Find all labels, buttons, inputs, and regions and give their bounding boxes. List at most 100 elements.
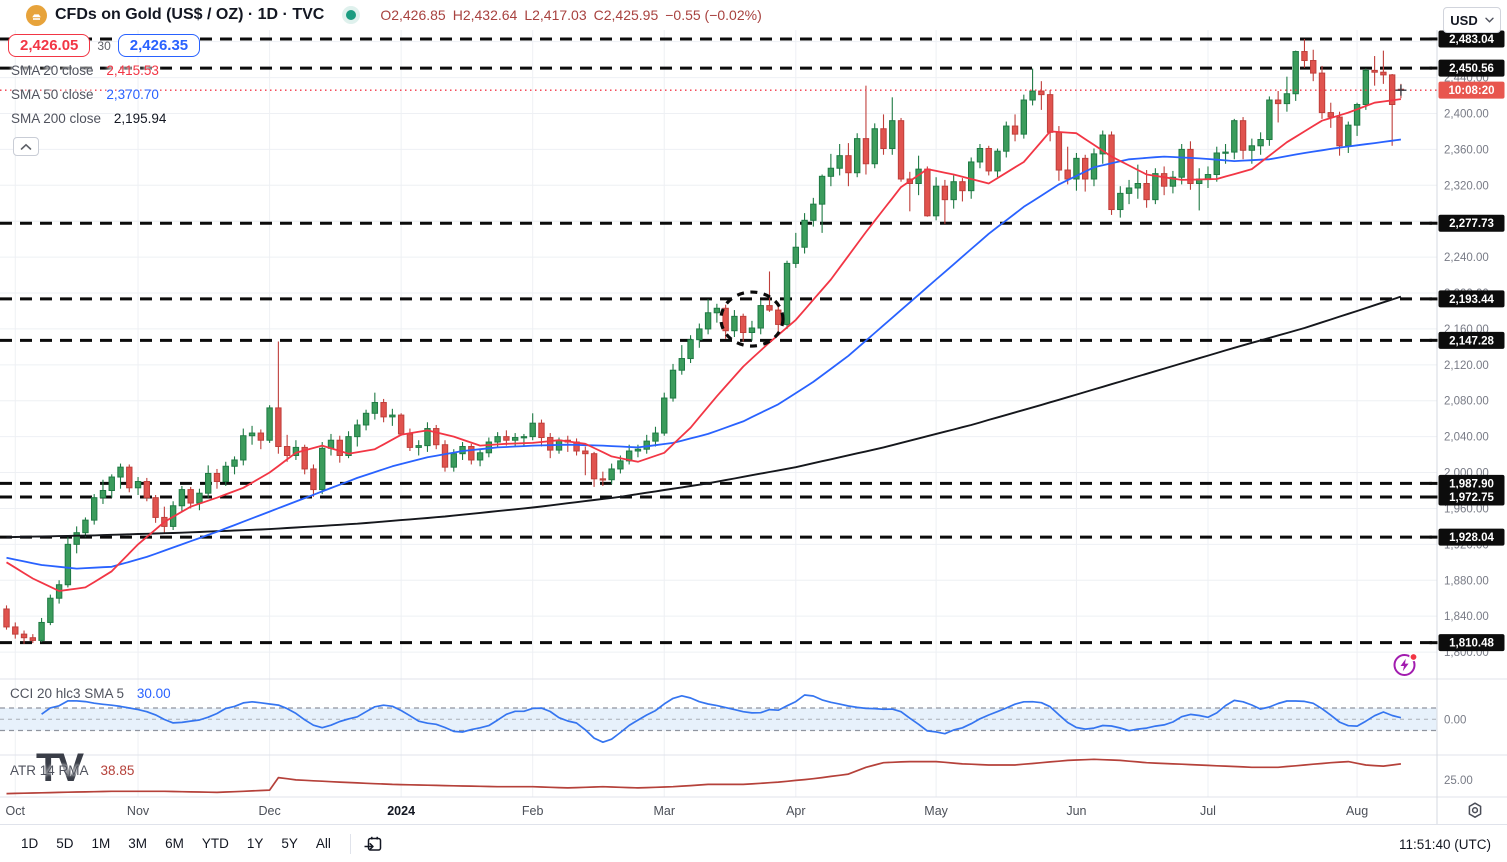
sell-button[interactable]: 2,426.05 [8, 34, 91, 57]
collapse-legend-button[interactable] [13, 137, 39, 156]
candle-body [73, 532, 80, 545]
sma20-row[interactable]: SMA 20 close 2,415.53 [8, 63, 200, 81]
candle-body [1353, 104, 1361, 126]
level-price-chip [1438, 488, 1505, 506]
currency-dropdown[interactable]: USD [1443, 7, 1501, 33]
level-lines[interactable] [0, 37, 1437, 645]
sma50-row[interactable]: SMA 50 close 2,370.70 [8, 87, 200, 105]
candle-body [257, 432, 265, 441]
quote-part: H2,432.64 [452, 7, 518, 23]
range-button-3m[interactable]: 3M [119, 831, 156, 856]
candle-body [1292, 51, 1299, 95]
candle-body [345, 436, 352, 456]
candle-body [1003, 125, 1010, 152]
utc-clock[interactable]: 11:51:40 (UTC) [1398, 836, 1491, 852]
level-price-chip-label: 1,928.04 [1449, 532, 1494, 544]
candle-body [152, 497, 159, 518]
candle-body [82, 519, 89, 534]
lightning-icon [1393, 652, 1418, 676]
candle-body [196, 492, 203, 504]
time-axis-label-Aug: Aug [1346, 804, 1368, 818]
range-button-1d[interactable]: 1D [12, 831, 47, 856]
candle-body [187, 489, 194, 504]
atr-indicator-row[interactable]: ATR 14 RMA 38.85 [10, 763, 134, 778]
candle-body [739, 315, 747, 334]
time-axis-label-Dec: Dec [258, 804, 280, 818]
pane-separators [0, 30, 1507, 824]
candle-body [862, 138, 870, 165]
go-to-date-button[interactable] [361, 833, 385, 855]
candle-body [1134, 182, 1142, 189]
range-button-5d[interactable]: 5D [47, 831, 82, 856]
time-axis[interactable]: Oct Nov Dec 2024 Feb Mar Apr May Jun Jul Aug [6, 804, 1369, 818]
candle-body [12, 626, 19, 635]
ellipse-annotation[interactable] [719, 290, 785, 348]
candle-body [889, 120, 896, 149]
candle-body [1222, 151, 1229, 154]
candle-body [266, 407, 273, 441]
candle-body [389, 414, 396, 418]
price-axis-label: 2,400.00 [1444, 108, 1489, 120]
candle-body [38, 621, 45, 641]
price-axis-label: 2,240.00 [1444, 252, 1489, 264]
market-status-dot-icon[interactable] [346, 10, 357, 20]
price-axis-label: 1,880.00 [1444, 575, 1489, 587]
toolbar-divider [349, 833, 351, 854]
candle-body [1318, 72, 1326, 114]
quick-trade-button[interactable] [1391, 650, 1421, 679]
candle-body [959, 181, 966, 192]
range-button-5y[interactable]: 5Y [272, 831, 307, 856]
candle-body [783, 262, 791, 325]
candle-body [529, 422, 536, 438]
cci-axis-zero: 0.00 [1444, 714, 1466, 726]
candle-body [696, 328, 703, 341]
candle-body [617, 460, 624, 470]
tradingview-watermark: TV [36, 746, 84, 790]
candle-body [511, 437, 519, 441]
sma200-line [6, 295, 1402, 539]
range-button-1y[interactable]: 1Y [238, 831, 273, 856]
time-axis-label-2024: 2024 [387, 804, 415, 818]
candle-body [590, 453, 598, 480]
atr-axis-tick: 25.00 [1444, 775, 1473, 787]
candle-body [1011, 125, 1019, 135]
range-button-ytd[interactable]: YTD [193, 831, 238, 856]
candle-body [1327, 112, 1334, 118]
candle-body [1274, 99, 1282, 105]
time-axis-label-May: May [924, 804, 948, 818]
candle-body [845, 155, 852, 174]
candle-body [582, 450, 589, 455]
cci-indicator-row[interactable]: CCI 20 hlc3 SMA 5 30.00 [10, 686, 171, 701]
candle-body [362, 412, 370, 426]
candle-body [1029, 90, 1036, 101]
cci-line [41, 694, 1402, 744]
quote-part: O2,426.85 [380, 7, 446, 23]
symbol-title[interactable]: CFDs on Gold (US$ / OZ) · 1D · TVC [55, 6, 325, 23]
time-axis-label-Jul: Jul [1200, 804, 1216, 818]
level-price-chip-label: 2,277.73 [1449, 218, 1494, 230]
range-button-6m[interactable]: 6M [156, 831, 193, 856]
candle-body [722, 307, 729, 332]
candle-body [757, 305, 764, 329]
ohlc-readout: O2,426.85 H2,432.64 L2,417.03 C2,425.95 −0.5… [380, 7, 768, 23]
range-button-1m[interactable]: 1M [83, 831, 120, 856]
candle-body [476, 452, 484, 461]
candle-body [441, 444, 449, 468]
price-axis[interactable]: 2,440.002,400.002,360.002,320.002,280.00… [1429, 30, 1505, 787]
candle-body [1362, 69, 1370, 106]
buy-button[interactable]: 2,426.35 [117, 34, 201, 57]
candle-body [950, 181, 957, 201]
candle-body [1082, 157, 1089, 180]
sma20-line [6, 98, 1402, 592]
price-axis-label: 1,960.00 [1444, 503, 1489, 515]
sma200-row[interactable]: SMA 200 close 2,195.94 [8, 111, 200, 129]
candle-body [1301, 51, 1308, 62]
candle-body [941, 185, 949, 201]
candle-body [1038, 90, 1045, 96]
candle-body [468, 446, 475, 461]
range-button-all[interactable]: All [307, 831, 340, 856]
time-axis-settings-button[interactable] [1465, 801, 1485, 820]
level-price-chip-label: 2,193.44 [1449, 294, 1494, 306]
candle-body [1380, 71, 1387, 76]
